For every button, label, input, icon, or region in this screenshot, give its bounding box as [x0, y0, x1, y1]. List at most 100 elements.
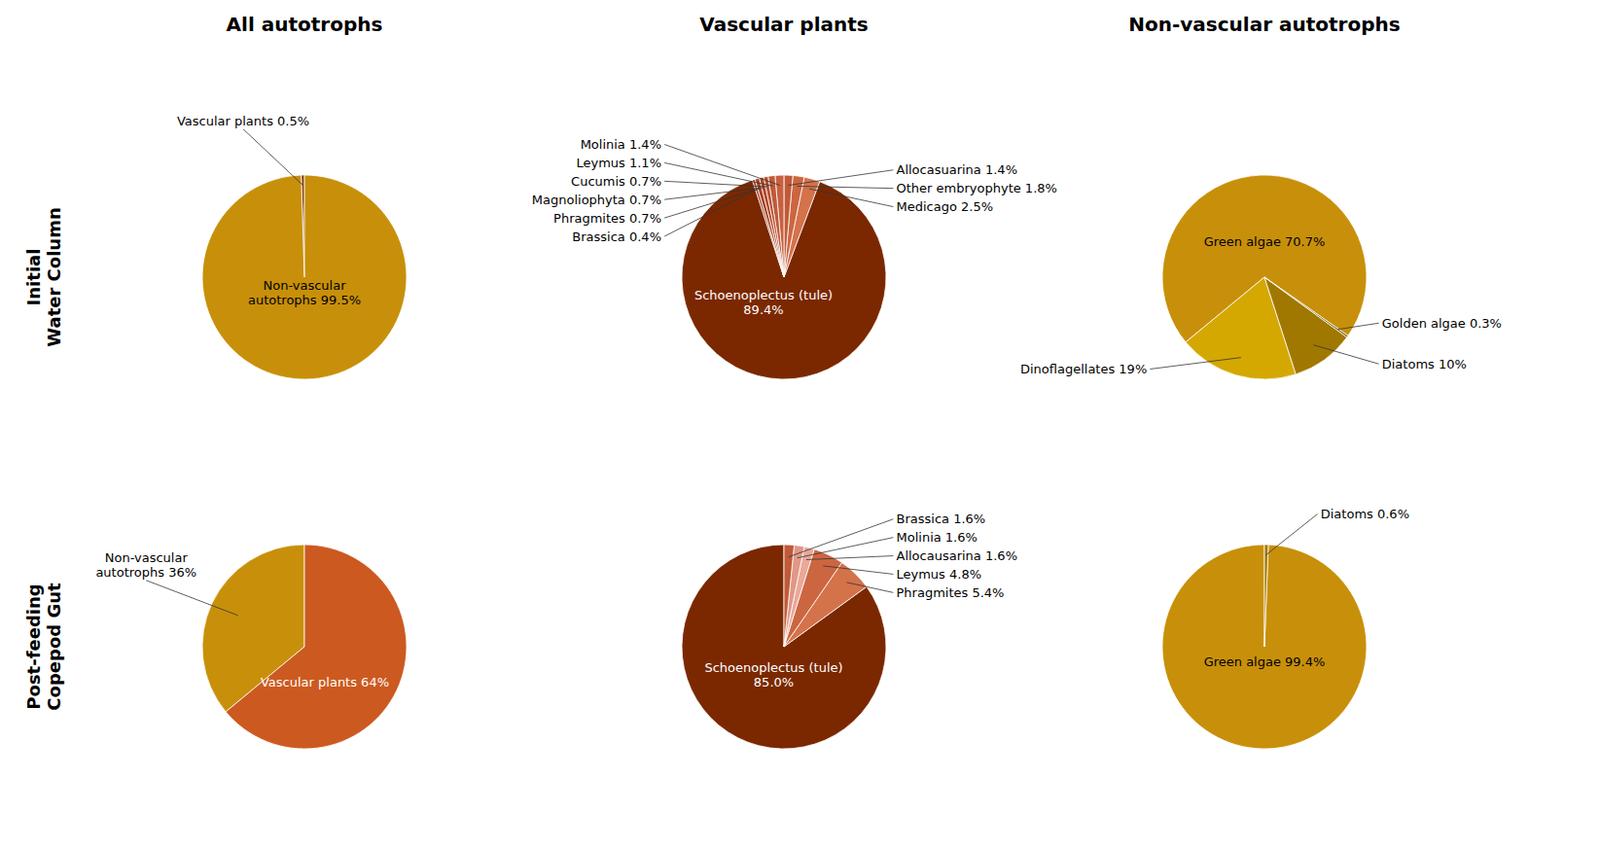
text-line: Copepod Gut [43, 582, 65, 712]
data-labels: Non-vascularautotrophs 36% Vascular plant… [95, 550, 390, 691]
slices [202, 544, 407, 749]
text-line: Initial [23, 248, 44, 307]
data-label: Vascular plants 0.5% [177, 113, 310, 129]
leader-line [145, 580, 238, 616]
pie-panel: Non-vascular autotrophs Green algae 70.7%… [1020, 12, 1502, 380]
pie-slice [1264, 277, 1349, 338]
text-line: Non-vascular [105, 550, 189, 566]
text-line: Dinoflagellates 19% [1020, 361, 1147, 377]
pie-slice [783, 175, 793, 278]
data-label: Vascular plants 64% [260, 675, 390, 690]
slices [1162, 175, 1367, 380]
data-label: Leymus 1.1% [575, 155, 662, 171]
text-line: Magnoliophyta 0.7% [532, 192, 662, 208]
pie-slice [783, 544, 795, 647]
pie-slice [681, 544, 887, 749]
leader-line [1266, 514, 1318, 556]
pie-slice [1162, 544, 1367, 749]
data-label: Other embryophyte 1.8% [896, 180, 1058, 196]
data-labels: Green algae 70.7% Dinoflagellates 19% Gold… [1020, 234, 1502, 377]
text-line: Diatoms 0.6% [1320, 506, 1410, 522]
data-label: Allocausarina 1.6% [896, 548, 1018, 564]
data-label: Medicago 2.5% [896, 199, 995, 214]
data-label: Schoenoplectus (tule)89.4% [694, 287, 833, 318]
text-line: Leymus 4.8% [896, 567, 983, 582]
data-label: Leymus 4.8% [896, 567, 983, 582]
pie-slice [783, 545, 805, 647]
text-line: Molinia 1.4% [580, 137, 662, 152]
data-label: Non-vascularautotrophs 36% [95, 550, 197, 580]
data-label: Allocasuarina 1.4% [896, 162, 1018, 178]
text-line: Cucumis 0.7% [570, 174, 662, 189]
text-line: Phragmites 0.7% [553, 211, 662, 226]
pie-slice [752, 178, 784, 278]
slices [202, 175, 407, 380]
text-line: Vascular plants 0.5% [177, 113, 310, 129]
text-line: Schoenoplectus (tule) [704, 660, 843, 676]
data-label: Cucumis 0.7% [570, 174, 662, 189]
pie-slice [225, 544, 407, 749]
row-label: InitialWater Column [23, 207, 65, 347]
text-line: Green algae 99.4% [1204, 654, 1326, 670]
text-line: Brassica 0.4% [571, 229, 662, 245]
slices [681, 175, 887, 380]
data-label: Molinia 1.4% [580, 137, 662, 152]
leader-line [664, 144, 781, 186]
text-line: Phragmites 5.4% [896, 585, 1005, 601]
chart: All autotrophs InitialWater Column Vascula… [0, 0, 1600, 848]
text-line: Other embryophyte 1.8% [896, 180, 1058, 196]
text-line: Medicago 2.5% [896, 199, 995, 214]
leader-line [809, 188, 893, 207]
column-title: All autotrophs [226, 12, 384, 36]
text-line: autotrophs 36% [95, 565, 197, 580]
leader-line [1314, 345, 1380, 365]
pie-slice [1264, 544, 1269, 647]
text-line: Schoenoplectus (tule) [694, 287, 833, 303]
data-label: Brassica 1.6% [896, 511, 987, 527]
leader-line [664, 162, 773, 186]
text-line: Golden algae 0.3% [1382, 316, 1502, 331]
leader-line [1337, 322, 1379, 329]
data-labels: Green algae 99.4% Diatoms 0.6% [1204, 506, 1410, 670]
column-title: Non-vascular autotrophs [1128, 12, 1400, 36]
slices [1162, 544, 1367, 749]
pie-panel: All autotrophs InitialWater Column Vascula… [23, 12, 408, 380]
data-label: Non-vascularautotrophs 99.5% [248, 278, 361, 308]
data-labels: Vascular plants 0.5% Non-vascularautotrop… [177, 113, 361, 308]
data-label: Phragmites 5.4% [896, 585, 1005, 601]
leader-line [797, 185, 894, 188]
text-line: Leymus 1.1% [575, 155, 662, 171]
data-label: Molinia 1.6% [896, 530, 978, 545]
data-label: Green algae 70.7% [1204, 234, 1326, 249]
leader-line [664, 189, 757, 237]
text-line: Green algae 70.7% [1204, 234, 1326, 249]
text-line: Molinia 1.6% [896, 530, 978, 545]
leader-line [1149, 357, 1241, 370]
slices [681, 544, 887, 749]
text-line: Diatoms 10% [1382, 356, 1467, 372]
data-labels: Schoenoplectus (tule)85.0% Brassica 1.6% M… [704, 511, 1018, 690]
leader-line [664, 188, 760, 218]
text-line: Vascular plants 64% [260, 675, 390, 690]
data-labels: Schoenoplectus (tule)89.4% Allocasuarina … [532, 137, 1058, 318]
leader-line [788, 519, 894, 558]
text-line: Water Column [43, 207, 65, 347]
leader-line [787, 170, 893, 186]
column-title: Vascular plants [699, 12, 868, 36]
pie-panel: Vascular plants Schoenoplectus (tule)89.4… [532, 12, 1058, 380]
pie-slice [1264, 277, 1348, 375]
pie-slice [783, 175, 805, 278]
pie-slice [202, 175, 407, 380]
pie-panel: Post-feedingCopepod Gut Non-vascularautot… [23, 544, 407, 749]
text-line: autotrophs 99.5% [248, 292, 361, 308]
data-label: Magnoliophyta 0.7% [532, 192, 662, 208]
data-label: Golden algae 0.3% [1382, 316, 1502, 331]
leader-line [797, 537, 893, 559]
data-label: Schoenoplectus (tule)85.0% [704, 660, 843, 690]
data-label: Dinoflagellates 19% [1020, 361, 1147, 377]
leader-line [847, 582, 894, 594]
text-line: Post-feeding [23, 583, 44, 710]
data-label: Brassica 0.4% [571, 229, 662, 245]
data-label: Green algae 99.4% [1204, 654, 1326, 670]
leader-line [822, 566, 893, 575]
